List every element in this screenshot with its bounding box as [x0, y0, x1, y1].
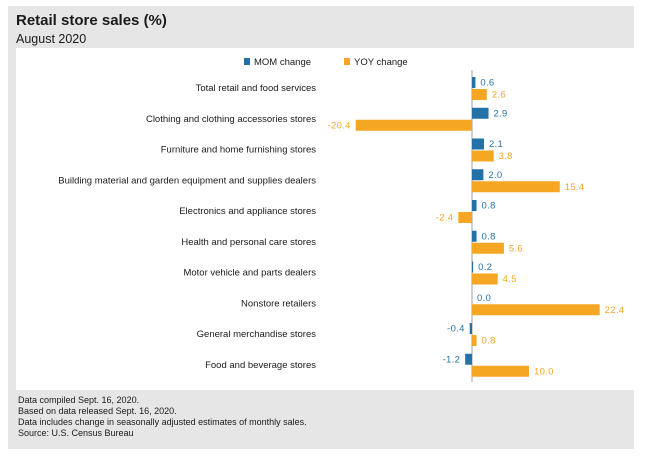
yoy-furniture-and-home-furnishing-stores-data-label: 3.8 — [499, 151, 513, 162]
mom-health-and-personal-care-stores-data-label: 0.8 — [482, 231, 496, 242]
yoy-electronics-and-appliance-stores-bar — [458, 212, 472, 223]
category-label-electronics-and-appliance-stores: Electronics and appliance stores — [179, 206, 316, 217]
yoy-electronics-and-appliance-stores-data-label: -2.4 — [436, 213, 454, 224]
mom-motor-vehicle-and-parts-dealers-bar — [472, 261, 474, 273]
mom-furniture-and-home-furnishing-stores-data-label: 2.1 — [489, 139, 503, 150]
mom-motor-vehicle-and-parts-dealers-data-label: 0.2 — [478, 262, 492, 273]
mom-total-retail-and-food-services-data-label: 0.6 — [480, 78, 494, 89]
category-label-food-and-beverage-stores: Food and beverage stores — [205, 360, 316, 371]
mom-clothing-and-clothing-accessories-stores-data-label: 2.9 — [494, 108, 508, 119]
chart-subtitle: August 2020 — [16, 32, 87, 46]
category-label-building-material-and-garden-equipment-and-supplies-dealers: Building material and garden equipment a… — [58, 175, 316, 186]
yoy-nonstore-retailers-data-label: 22.4 — [605, 305, 625, 316]
yoy-nonstore-retailers-bar — [472, 304, 600, 316]
mom-clothing-and-clothing-accessories-stores-bar — [472, 107, 489, 119]
chart-header: Retail store sales (%) August 2020 — [16, 12, 167, 47]
yoy-furniture-and-home-furnishing-stores-bar — [472, 150, 494, 162]
yoy-clothing-and-clothing-accessories-stores-bar — [355, 119, 472, 131]
footer-method-note: Data includes change in seasonally adjus… — [18, 417, 307, 427]
mom-total-retail-and-food-services-bar — [472, 77, 476, 88]
mom-food-and-beverage-stores-bar — [465, 353, 472, 365]
yoy-clothing-and-clothing-accessories-stores-data-label: -20.4 — [328, 120, 351, 131]
plot-area: MOM change YOY change Total retail and foo… — [16, 48, 634, 390]
mom-building-material-and-garden-equipment-and-supplies-dealers-bar — [472, 169, 484, 181]
yoy-food-and-beverage-stores-bar — [472, 365, 529, 377]
category-label-total-retail-and-food-services: Total retail and food services — [196, 83, 317, 94]
footer-compiled-note: Data compiled Sept. 16, 2020. — [18, 395, 140, 405]
bar-chart: MOM change YOY change Total retail and foo… — [58, 57, 625, 382]
yoy-total-retail-and-food-services-data-label: 2.6 — [492, 90, 506, 101]
category-label-motor-vehicle-and-parts-dealers: Motor vehicle and parts dealers — [183, 268, 316, 279]
legend-swatch-mom — [244, 58, 250, 65]
category-label-furniture-and-home-furnishing-stores: Furniture and home furnishing stores — [161, 145, 316, 156]
legend-label-yoy: YOY change — [354, 57, 408, 68]
chart-footer: Data compiled Sept. 16, 2020. Based on d… — [18, 395, 307, 439]
yoy-motor-vehicle-and-parts-dealers-bar — [472, 273, 498, 285]
legend-label-mom: MOM change — [254, 57, 311, 68]
yoy-motor-vehicle-and-parts-dealers-data-label: 4.5 — [503, 274, 517, 285]
yoy-total-retail-and-food-services-bar — [472, 89, 487, 100]
yoy-food-and-beverage-stores-data-label: 10.0 — [534, 366, 554, 377]
yoy-general-merchandise-stores-data-label: 0.8 — [482, 336, 496, 347]
chart-title: Retail store sales (%) — [16, 12, 167, 29]
category-label-health-and-personal-care-stores: Health and personal care stores — [181, 237, 316, 248]
mom-electronics-and-appliance-stores-data-label: 0.8 — [482, 201, 496, 212]
category-label-general-merchandise-stores: General merchandise stores — [197, 329, 317, 340]
yoy-general-merchandise-stores-bar — [472, 335, 477, 346]
category-label-nonstore-retailers: Nonstore retailers — [241, 298, 316, 309]
mom-building-material-and-garden-equipment-and-supplies-dealers-data-label: 2.0 — [488, 170, 502, 181]
mom-electronics-and-appliance-stores-bar — [472, 200, 477, 211]
mom-furniture-and-home-furnishing-stores-bar — [472, 138, 484, 150]
mom-food-and-beverage-stores-data-label: -1.2 — [443, 354, 461, 365]
yoy-building-material-and-garden-equipment-and-supplies-dealers-data-label: 15.4 — [565, 182, 585, 193]
footer-released-note: Based on data released Sept. 16, 2020. — [18, 406, 177, 416]
mom-nonstore-retailers-data-label: 0.0 — [477, 293, 491, 304]
category-label-clothing-and-clothing-accessories-stores: Clothing and clothing accessories stores — [146, 114, 316, 125]
yoy-health-and-personal-care-stores-bar — [472, 242, 504, 254]
yoy-health-and-personal-care-stores-data-label: 5.6 — [509, 243, 523, 254]
yoy-building-material-and-garden-equipment-and-supplies-dealers-bar — [472, 181, 560, 193]
legend-swatch-yoy — [344, 58, 350, 65]
mom-general-merchandise-stores-data-label: -0.4 — [447, 324, 465, 335]
footer-source-note: Source: U.S. Census Bureau — [18, 428, 134, 438]
mom-general-merchandise-stores-bar — [469, 323, 472, 334]
mom-health-and-personal-care-stores-bar — [472, 230, 477, 242]
